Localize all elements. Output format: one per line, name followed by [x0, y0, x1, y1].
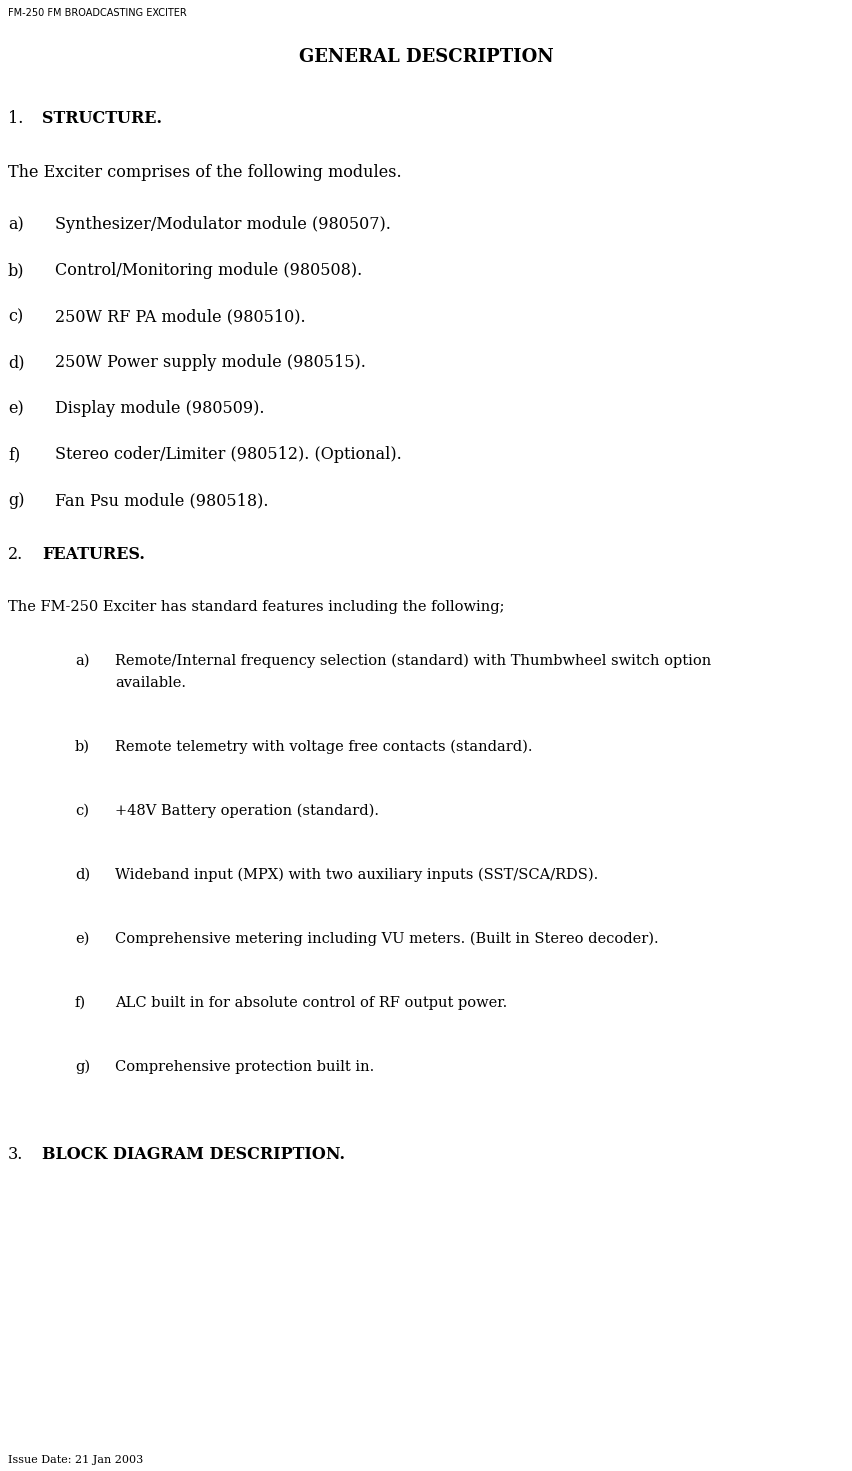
- Text: Control/Monitoring module (980508).: Control/Monitoring module (980508).: [55, 262, 362, 279]
- Text: 3.: 3.: [8, 1146, 23, 1164]
- Text: g): g): [75, 1061, 90, 1074]
- Text: Remote telemetry with voltage free contacts (standard).: Remote telemetry with voltage free conta…: [115, 740, 532, 755]
- Text: f): f): [75, 996, 86, 1011]
- Text: Display module (980509).: Display module (980509).: [55, 400, 264, 416]
- Text: a): a): [8, 216, 24, 232]
- Text: b): b): [8, 262, 25, 279]
- Text: GENERAL DESCRIPTION: GENERAL DESCRIPTION: [298, 49, 553, 66]
- Text: d): d): [8, 355, 25, 371]
- Text: Wideband input (MPX) with two auxiliary inputs (SST/SCA/RDS).: Wideband input (MPX) with two auxiliary …: [115, 868, 597, 883]
- Text: FEATURES.: FEATURES.: [42, 546, 145, 563]
- Text: ALC built in for absolute control of RF output power.: ALC built in for absolute control of RF …: [115, 996, 507, 1011]
- Text: +48V Battery operation (standard).: +48V Battery operation (standard).: [115, 805, 378, 818]
- Text: Remote/Internal frequency selection (standard) with Thumbwheel switch option: Remote/Internal frequency selection (sta…: [115, 655, 711, 668]
- Text: 250W Power supply module (980515).: 250W Power supply module (980515).: [55, 355, 366, 371]
- Text: The FM-250 Exciter has standard features including the following;: The FM-250 Exciter has standard features…: [8, 600, 504, 613]
- Text: b): b): [75, 740, 90, 755]
- Text: FM-250 FM BROADCASTING EXCITER: FM-250 FM BROADCASTING EXCITER: [8, 7, 187, 18]
- Text: c): c): [75, 805, 89, 818]
- Text: STRUCTURE.: STRUCTURE.: [42, 110, 162, 127]
- Text: 1.: 1.: [8, 110, 23, 127]
- Text: f): f): [8, 446, 20, 463]
- Text: g): g): [8, 491, 25, 509]
- Text: 250W RF PA module (980510).: 250W RF PA module (980510).: [55, 307, 305, 325]
- Text: BLOCK DIAGRAM DESCRIPTION.: BLOCK DIAGRAM DESCRIPTION.: [42, 1146, 344, 1164]
- Text: Comprehensive metering including VU meters. (Built in Stereo decoder).: Comprehensive metering including VU mete…: [115, 933, 658, 946]
- Text: 2.: 2.: [8, 546, 23, 563]
- Text: Synthesizer/Modulator module (980507).: Synthesizer/Modulator module (980507).: [55, 216, 390, 232]
- Text: e): e): [75, 933, 89, 946]
- Text: Issue Date: 21 Jan 2003: Issue Date: 21 Jan 2003: [8, 1455, 143, 1465]
- Text: e): e): [8, 400, 24, 416]
- Text: a): a): [75, 655, 89, 668]
- Text: d): d): [75, 868, 90, 883]
- Text: Fan Psu module (980518).: Fan Psu module (980518).: [55, 491, 268, 509]
- Text: The Exciter comprises of the following modules.: The Exciter comprises of the following m…: [8, 163, 401, 181]
- Text: c): c): [8, 307, 23, 325]
- Text: available.: available.: [115, 677, 186, 690]
- Text: Stereo coder/Limiter (980512). (Optional).: Stereo coder/Limiter (980512). (Optional…: [55, 446, 401, 463]
- Text: Comprehensive protection built in.: Comprehensive protection built in.: [115, 1061, 374, 1074]
